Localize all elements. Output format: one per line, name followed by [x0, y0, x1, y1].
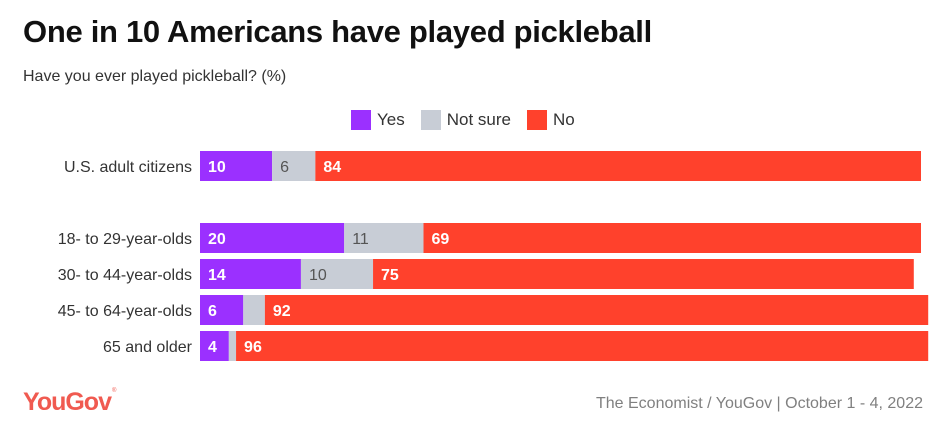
data-label-yes: 6: [208, 303, 217, 320]
data-label-no: 75: [381, 267, 399, 284]
bar-row-18-to-29-year-olds: 18- to 29-year-olds 20 11 69: [58, 223, 921, 253]
category-label: 30- to 44-year-olds: [58, 267, 192, 284]
bar-segment-no: [236, 331, 929, 361]
legend: Yes Not sure No: [351, 110, 591, 130]
logo-text: YouGov: [23, 388, 112, 416]
registered-mark-icon: ®: [111, 388, 117, 394]
bar-segment-yes: [200, 295, 244, 325]
legend-swatch-not-sure: [420, 110, 441, 130]
data-label-no: 96: [244, 339, 262, 356]
legend-label-not-sure: Not sure: [446, 110, 511, 129]
legend-item-no: No: [526, 110, 575, 130]
data-label-no: 92: [273, 303, 291, 320]
category-label: 18- to 29-year-olds: [58, 231, 192, 248]
bar-segment-not-sure: [272, 151, 316, 181]
bar-segment-not-sure: [344, 223, 424, 253]
source-note: The Economist / YouGov | October 1 - 4, …: [595, 395, 923, 412]
data-label-no: 84: [323, 159, 341, 176]
bar-segment-yes: [200, 151, 273, 181]
bar-segment-yes: [200, 331, 229, 361]
yougov-logo: YouGov®: [23, 388, 117, 417]
data-label-not-sure: 11: [352, 231, 369, 248]
data-label-not-sure: 6: [280, 159, 289, 176]
legend-swatch-yes: [351, 110, 371, 130]
bar-row-30-to-44-year-olds: 30- to 44-year-olds 14 10 75: [58, 259, 914, 289]
bar-segment-not-sure: [243, 295, 265, 325]
chart-subtitle: Have you ever played pickleball? (%): [23, 68, 287, 85]
bar-row-u-s-adult-citizens: U.S. adult citizens 10 6 84: [64, 151, 921, 181]
data-label-not-sure: 10: [309, 267, 327, 284]
bar-segment-yes: [200, 259, 301, 289]
bar-row-45-to-64-year-olds: 45- to 64-year-olds 6 92: [58, 295, 929, 325]
data-label-yes: 4: [208, 339, 217, 356]
bar-row-65-and-older: 65 and older 4 96: [103, 331, 929, 361]
chart-title: One in 10 Americans have played pickleba…: [23, 14, 652, 49]
data-label-yes: 20: [208, 231, 226, 248]
bar-segment-no: [373, 259, 914, 289]
bar-segment-not-sure: [228, 331, 237, 361]
legend-item-yes: Yes: [351, 110, 405, 130]
category-label: 65 and older: [103, 339, 193, 356]
data-label-yes: 10: [208, 159, 226, 176]
category-label: U.S. adult citizens: [64, 159, 192, 176]
bar-segment-not-sure: [300, 259, 374, 289]
bar-segment-no: [423, 223, 921, 253]
legend-item-not-sure: Not sure: [420, 110, 511, 130]
data-label-yes: 14: [208, 267, 226, 284]
legend-label-no: No: [552, 110, 575, 129]
category-label: 45- to 64-year-olds: [58, 303, 192, 320]
bar-segment-yes: [200, 223, 345, 253]
legend-label-yes: Yes: [377, 110, 405, 129]
legend-swatch-no: [526, 110, 547, 130]
bar-segment-no: [264, 295, 929, 325]
bar-segment-no: [315, 151, 921, 181]
data-label-no: 69: [432, 231, 450, 248]
